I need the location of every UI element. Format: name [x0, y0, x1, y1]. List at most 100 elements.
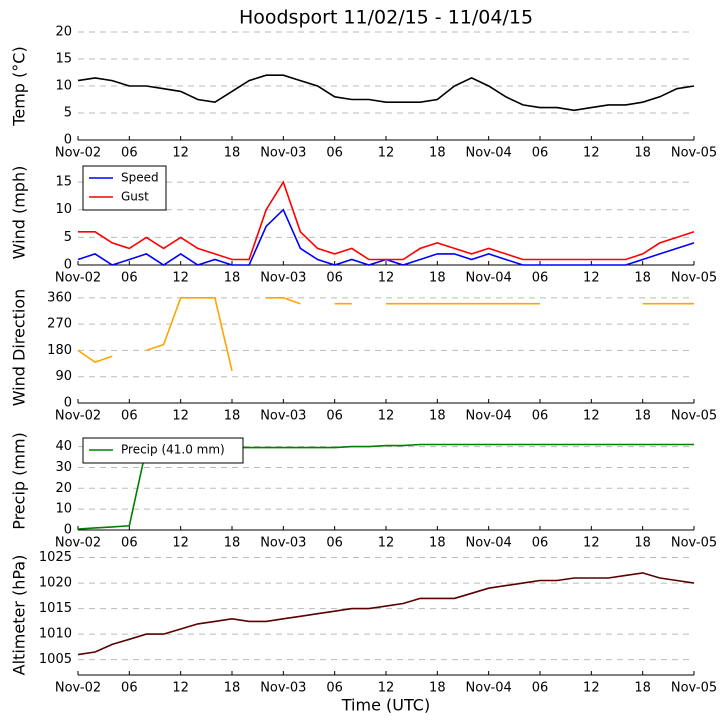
legend-label: Precip (41.0 mm) [121, 443, 225, 457]
x-tick-label: Nov-02 [55, 681, 101, 696]
x-tick-label: Nov-05 [671, 536, 717, 551]
x-axis-label: Time (UTC) [341, 696, 430, 715]
y-tick-label: 0 [64, 396, 72, 411]
x-tick-label: 12 [378, 681, 395, 696]
x-tick-label: 12 [378, 409, 395, 424]
x-tick-label: 06 [121, 146, 138, 161]
x-tick-label: 12 [172, 536, 189, 551]
x-tick-label: Nov-05 [671, 271, 717, 286]
series-line [146, 297, 233, 372]
x-tick-label: 06 [532, 409, 549, 424]
x-tick-label: 12 [378, 146, 395, 161]
y-tick-label: 40 [55, 439, 72, 454]
y-tick-label: 1020 [39, 576, 72, 591]
x-tick-label: 18 [429, 146, 446, 161]
x-tick-label: Nov-05 [671, 681, 717, 696]
x-tick-label: 18 [224, 536, 241, 551]
y-tick-label: 20 [55, 481, 72, 496]
x-tick-label: Nov-03 [260, 409, 306, 424]
y-tick-label: 10 [55, 202, 72, 217]
y-tick-label: 0 [64, 133, 72, 148]
x-tick-label: 18 [429, 271, 446, 286]
y-tick-label: 5 [64, 106, 72, 121]
y-tick-label: 0 [64, 258, 72, 273]
x-tick-label: 18 [429, 681, 446, 696]
x-tick-label: Nov-02 [55, 536, 101, 551]
x-tick-label: 06 [326, 271, 343, 286]
x-tick-label: 06 [121, 536, 138, 551]
x-tick-label: 06 [326, 146, 343, 161]
y-tick-label: 90 [55, 369, 72, 384]
x-tick-label: 18 [224, 409, 241, 424]
y-tick-label: 1025 [39, 550, 72, 565]
x-tick-label: Nov-04 [466, 146, 512, 161]
y-tick-label: 180 [47, 343, 72, 358]
x-tick-label: 06 [532, 536, 549, 551]
x-tick-label: 12 [172, 271, 189, 286]
x-tick-label: 12 [172, 681, 189, 696]
y-tick-label: 10 [55, 79, 72, 94]
y-tick-label: 270 [47, 317, 72, 332]
y-tick-label: 1010 [39, 627, 72, 642]
y-tick-label: 30 [55, 460, 72, 475]
x-tick-label: Nov-04 [466, 536, 512, 551]
x-tick-label: 18 [634, 409, 651, 424]
x-tick-label: 06 [326, 409, 343, 424]
y-axis-label: Temp (°C) [10, 46, 29, 126]
series-line [77, 572, 695, 656]
x-tick-label: 12 [172, 146, 189, 161]
x-tick-label: 12 [172, 409, 189, 424]
x-tick-label: Nov-02 [55, 409, 101, 424]
x-tick-label: 18 [634, 536, 651, 551]
x-tick-label: Nov-05 [671, 146, 717, 161]
x-tick-label: Nov-02 [55, 146, 101, 161]
x-tick-label: Nov-05 [671, 409, 717, 424]
y-tick-label: 15 [55, 175, 72, 190]
legend-box [82, 165, 167, 211]
chart-title: Hoodsport 11/02/15 - 11/04/15 [239, 7, 533, 29]
legend-label: Speed [121, 171, 159, 185]
y-axis-label: Wind Direction [10, 289, 29, 407]
y-axis-label: Precip (mm) [10, 432, 29, 530]
x-tick-label: 18 [634, 271, 651, 286]
x-tick-label: 12 [583, 146, 600, 161]
x-tick-label: 18 [634, 146, 651, 161]
x-tick-label: Nov-03 [260, 681, 306, 696]
x-tick-label: 18 [429, 536, 446, 551]
legend-label: Gust [121, 190, 149, 204]
x-tick-label: 18 [224, 271, 241, 286]
x-tick-label: 18 [224, 681, 241, 696]
series-line [266, 297, 301, 305]
series-line [77, 74, 695, 112]
x-tick-label: 12 [583, 409, 600, 424]
x-tick-label: 06 [532, 271, 549, 286]
x-tick-label: Nov-04 [466, 681, 512, 696]
x-tick-label: 06 [326, 536, 343, 551]
y-tick-label: 20 [55, 25, 72, 40]
y-tick-label: 360 [47, 290, 72, 305]
series-line [77, 349, 113, 363]
x-tick-label: 12 [583, 536, 600, 551]
x-tick-label: Nov-03 [260, 271, 306, 286]
y-tick-label: 1005 [39, 652, 72, 667]
x-tick-label: 12 [378, 271, 395, 286]
x-tick-label: 06 [121, 409, 138, 424]
series-line [78, 180, 695, 261]
x-tick-label: Nov-04 [466, 409, 512, 424]
x-tick-label: 12 [583, 681, 600, 696]
x-tick-label: 18 [224, 146, 241, 161]
x-tick-label: Nov-04 [466, 271, 512, 286]
x-tick-label: 12 [378, 536, 395, 551]
x-tick-label: Nov-02 [55, 271, 101, 286]
y-tick-label: 10 [55, 502, 72, 517]
y-axis-label: Altimeter (hPa) [10, 555, 29, 676]
x-tick-label: Nov-03 [260, 146, 306, 161]
x-tick-label: 06 [532, 681, 549, 696]
x-tick-label: 06 [121, 681, 138, 696]
x-tick-label: Nov-03 [260, 536, 306, 551]
y-tick-label: 5 [64, 230, 72, 245]
x-tick-label: 06 [121, 271, 138, 286]
y-axis-label: Wind (mph) [10, 166, 29, 260]
x-tick-label: 12 [583, 271, 600, 286]
